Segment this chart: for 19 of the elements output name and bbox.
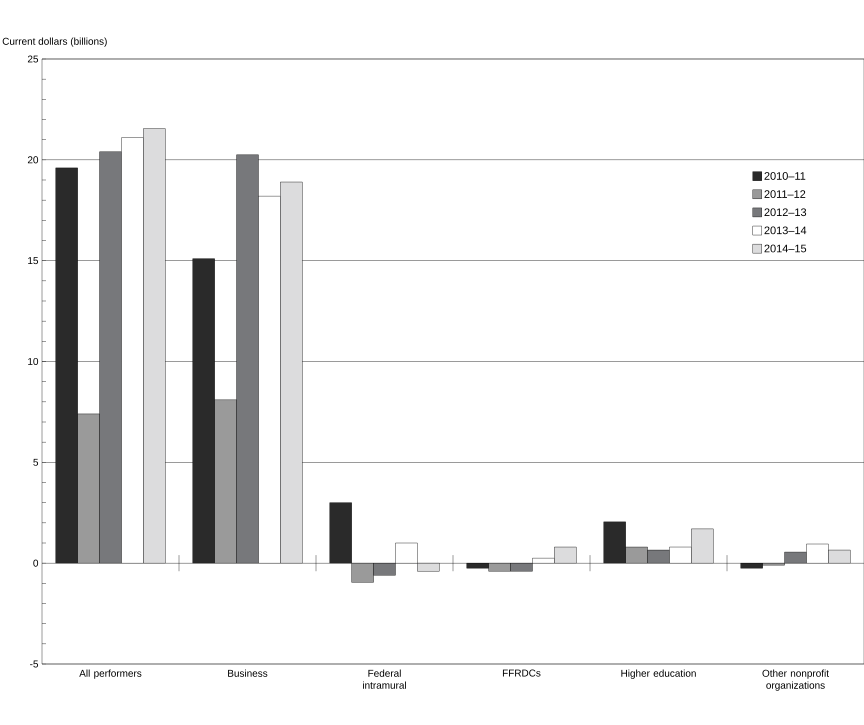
y-axis-title: Current dollars (billions): [2, 38, 107, 47]
legend-label: 2011–12: [764, 190, 806, 198]
y-tick-label: 25: [28, 55, 38, 63]
legend-label: 2014–15: [764, 244, 806, 252]
legend-label: 2012–13: [764, 208, 806, 216]
x-tick-label: Business: [228, 670, 268, 677]
x-tick-label: Federal intramural: [363, 670, 406, 689]
y-tick-label: -5: [30, 660, 38, 668]
legend-label: 2010–11: [764, 172, 806, 180]
y-tick-label: 10: [28, 358, 38, 366]
legend-label: 2013–14: [764, 226, 806, 234]
x-tick-label: FFRDCs: [502, 670, 541, 677]
y-tick-label: 5: [33, 458, 38, 466]
y-tick-label: 15: [28, 257, 38, 264]
x-tick-label: All performers: [79, 670, 142, 679]
x-tick-label: Other nonprofit organizations: [762, 670, 829, 691]
y-tick-label: 0: [33, 560, 38, 567]
x-tick-label: Higher education: [621, 670, 696, 679]
y-tick-label: 20: [28, 156, 38, 164]
